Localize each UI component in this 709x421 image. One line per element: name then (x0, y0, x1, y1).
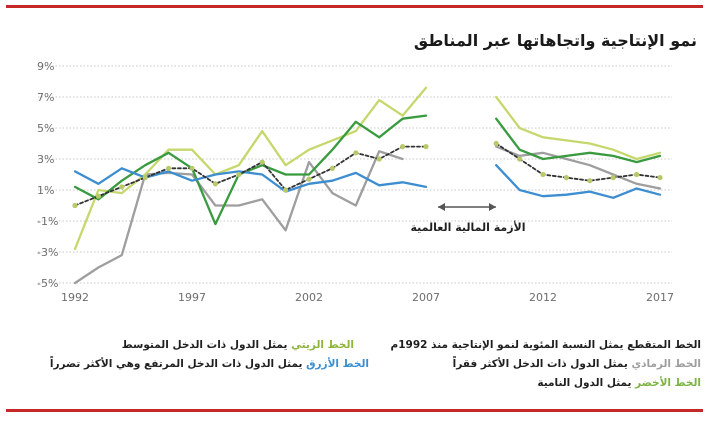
legend-blue: الخط الأزرق يمثل الدول ذات الدخل المرتفع… (50, 358, 369, 370)
data-point-average (259, 159, 265, 165)
y-tick-label: 9% (37, 60, 54, 73)
series-line-upper_middle (495, 95, 662, 161)
data-point-average (400, 144, 406, 150)
data-point-average (142, 175, 148, 181)
data-point-average (72, 202, 78, 209)
x-tick-label: 2012 (529, 291, 557, 304)
x-tick-label: 2017 (646, 291, 674, 304)
data-point-average (657, 175, 663, 181)
series-line-high_income (495, 164, 662, 199)
legend-green: الخط الأخضر يمثل الدول النامية (537, 377, 701, 389)
data-point-average (306, 176, 312, 182)
legend-green-text: يمثل الدول النامية (537, 377, 636, 389)
data-point-average (610, 175, 616, 181)
data-point-average (283, 187, 289, 193)
x-tick-label: 1992 (61, 291, 89, 304)
bottom-rule (6, 409, 703, 412)
data-point-average (353, 150, 359, 156)
legend-blue-key: الخط الأزرق (306, 358, 369, 370)
data-point-average (329, 165, 335, 171)
data-point-average (166, 165, 172, 171)
data-point-average (189, 165, 195, 171)
legend-olive: الخط الزيتي يمثل الدول ذات الدخل المتوسط (122, 339, 354, 351)
series-line-developing (495, 117, 662, 164)
y-tick-label: 1% (37, 184, 54, 197)
legend-olive-key: الخط الزيتي (291, 339, 354, 351)
legend-olive-text: يمثل الدول ذات الدخل المتوسط (121, 339, 292, 351)
y-tick-label: 3% (37, 153, 54, 166)
data-point-average (376, 156, 382, 162)
crisis-arrow-head-right (489, 203, 496, 211)
series-line-low_income (495, 145, 662, 190)
data-point-average (517, 156, 523, 162)
legend-gray-text: يمثل الدول ذات الدخل الأكثر فقراً (452, 358, 632, 370)
y-tick-label: -5% (37, 277, 58, 290)
data-point-average (236, 171, 242, 178)
chart-title: نمو الإنتاجية واتجاهاتها عبر المناطق (413, 31, 697, 50)
series-line-low_income (73, 150, 404, 285)
data-point-average (493, 140, 499, 147)
data-point-average (423, 144, 429, 150)
data-point-average (563, 175, 570, 181)
x-tick-label: 2002 (295, 291, 323, 304)
legend-blue-text: يمثل الدول ذات الدخل المرتفع وهي الأكثر … (49, 358, 307, 370)
data-point-average (119, 184, 125, 190)
series-line-high_income (73, 167, 428, 193)
x-tick-label: 1997 (178, 291, 206, 304)
data-point-average (634, 171, 640, 178)
top-rule (6, 5, 703, 8)
legend-dashed: الخط المتقطع يمثل النسبة المئوية لنمو ال… (390, 339, 701, 351)
data-point-average (95, 193, 101, 199)
legend-gray-key: الخط الرمادي (631, 358, 701, 370)
series-line-average (495, 142, 661, 182)
y-tick-label: 7% (37, 91, 54, 104)
legend-green-key: الخط الأخضر (635, 377, 701, 389)
legend-gray: الخط الرمادي يمثل الدول ذات الدخل الأكثر… (453, 358, 701, 370)
data-point-average (540, 171, 546, 178)
data-point-average (212, 181, 218, 187)
y-tick-label: -1% (37, 215, 58, 228)
series-line-average (74, 145, 427, 207)
y-tick-label: -3% (37, 246, 58, 259)
data-point-average (587, 178, 593, 184)
x-tick-label: 2007 (412, 291, 440, 304)
series-line-upper_middle (73, 86, 428, 251)
y-tick-label: 5% (37, 122, 54, 135)
crisis-label: الأزمة المالية العالمية (410, 220, 525, 234)
crisis-arrow-head-left (438, 203, 445, 211)
